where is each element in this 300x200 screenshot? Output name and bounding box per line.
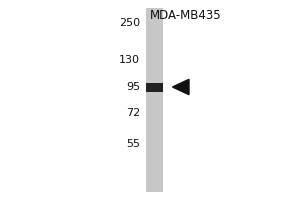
Text: MDA-MB435: MDA-MB435 [150, 9, 222, 22]
Text: 250: 250 [119, 18, 140, 28]
Text: 95: 95 [126, 82, 140, 92]
Text: 130: 130 [119, 55, 140, 65]
Bar [146, 82, 163, 92]
Polygon shape [172, 79, 189, 95]
Bar [146, 8, 163, 192]
Text: 55: 55 [126, 139, 140, 149]
Text: 72: 72 [126, 108, 140, 118]
